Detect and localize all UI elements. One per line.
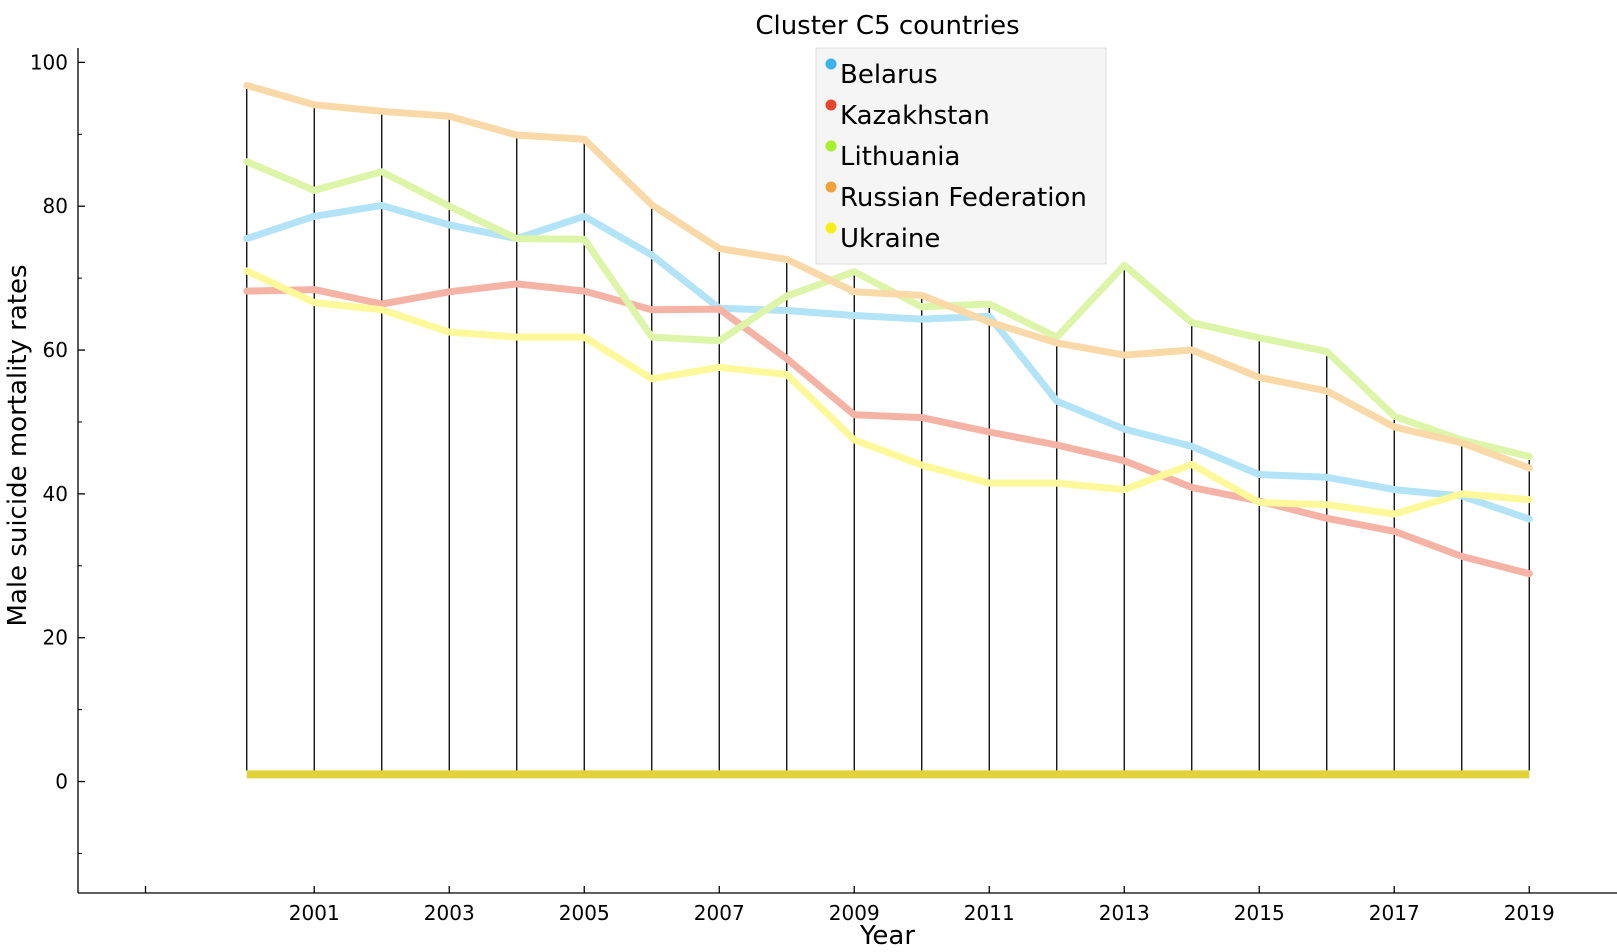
legend-marker: [825, 181, 837, 193]
series-line-lithuania: [243, 158, 1533, 460]
legend-marker: [825, 222, 837, 234]
series-line-ukraine: [243, 267, 1533, 518]
x-tick-label: 2003: [424, 901, 475, 925]
x-tick-label: 2019: [1504, 901, 1555, 925]
chart-title: Cluster C5 countries: [755, 11, 1019, 41]
y-tick-label: 80: [43, 194, 68, 218]
y-tick-label: 20: [43, 626, 68, 650]
legend-marker: [825, 58, 837, 70]
y-axis-label: Male suicide mortality rates: [3, 264, 33, 626]
x-tick-label: 2011: [964, 901, 1015, 925]
legend-box: [815, 47, 1107, 265]
axes: 0 20 40 60 80 100 2001 2003 2005 2007 2009 2011 2013…: [30, 48, 1617, 925]
legend-marker: [825, 140, 837, 152]
legend-label: Kazakhstan: [840, 101, 990, 131]
legend-label: Russian Federation: [840, 183, 1087, 213]
legend-label: Belarus: [840, 60, 938, 90]
x-tick-label: 2017: [1369, 901, 1420, 925]
x-axis-label: Year: [859, 921, 915, 951]
x-tick-label: 2001: [289, 901, 340, 925]
series-line-russian-federation: [243, 81, 1533, 472]
legend-marker: [825, 99, 837, 111]
plot-area: [243, 81, 1533, 779]
legend-label: Ukraine: [840, 224, 940, 254]
series-line-kazakhstan: [243, 280, 1533, 578]
y-tick-label: 40: [43, 482, 68, 506]
series-line-belarus: [243, 202, 1533, 523]
x-tick-label: 2013: [1099, 901, 1150, 925]
x-tick-label: 2007: [694, 901, 745, 925]
y-tick-label: 60: [43, 338, 68, 362]
y-tick-label: 0: [55, 770, 68, 794]
y-tick-label: 100: [30, 50, 68, 74]
x-tick-label: 2005: [559, 901, 610, 925]
x-tick-label: 2015: [1234, 901, 1285, 925]
legend-label: Lithuania: [840, 142, 960, 172]
x-tick-label: 2009: [829, 901, 880, 925]
legend: Belarus Kazakhstan Lithuania Russian Federa…: [815, 47, 1107, 265]
